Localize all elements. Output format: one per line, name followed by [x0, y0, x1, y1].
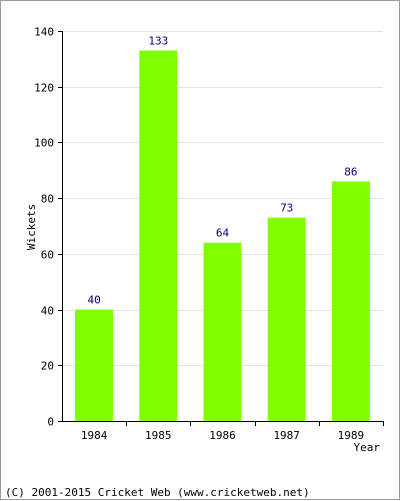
y-tick-label: 20 — [41, 360, 54, 373]
axes — [58, 31, 384, 426]
x-tick-label-1989: 1989 — [338, 429, 365, 442]
x-axis-title: Year — [354, 441, 381, 454]
x-tick-label-1984: 1984 — [81, 429, 108, 442]
y-tick-label: 60 — [41, 249, 54, 262]
y-tick-label: 120 — [34, 82, 54, 95]
data-labels: 40 133 64 73 86 — [87, 35, 357, 307]
bar-1985 — [139, 50, 178, 421]
bar-1986 — [203, 242, 242, 421]
data-label-1986: 64 — [216, 227, 230, 240]
x-tick-labels: 1984 1985 1986 1987 1989 — [81, 429, 364, 442]
y-tick-label: 40 — [41, 305, 54, 318]
y-tick-labels: 0 20 40 60 80 100 120 140 — [34, 26, 54, 429]
bar-1989 — [331, 181, 370, 421]
x-tick-label-1987: 1987 — [273, 429, 300, 442]
data-label-1985: 133 — [148, 35, 168, 48]
y-tick-label: 100 — [34, 137, 54, 150]
bars — [75, 50, 370, 421]
data-label-1984: 40 — [87, 294, 100, 307]
bar-1984 — [75, 309, 114, 421]
x-tick-label-1985: 1985 — [145, 429, 172, 442]
copyright-footer: (C) 2001-2015 Cricket Web (www.cricketwe… — [5, 486, 310, 499]
data-label-1987: 73 — [280, 202, 293, 215]
x-tick-label-1986: 1986 — [209, 429, 236, 442]
bar-1987 — [267, 217, 306, 421]
y-axis-title: Wickets — [25, 204, 38, 250]
data-label-1989: 86 — [344, 165, 357, 178]
y-tick-label: 0 — [47, 416, 54, 429]
y-tick-label: 140 — [34, 26, 54, 39]
y-tick-label: 80 — [41, 193, 54, 206]
